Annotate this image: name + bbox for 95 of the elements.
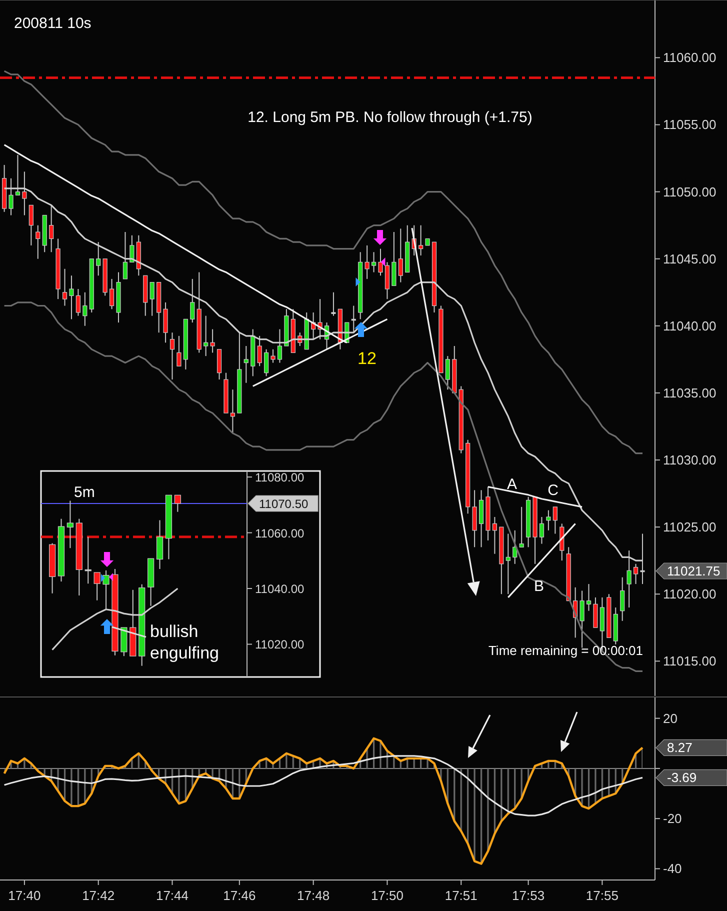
y-tick-label: 11080.00	[255, 470, 304, 485]
candlestick	[512, 530, 518, 564]
candlestick	[277, 328, 282, 364]
x-tick-label: 17:42	[82, 888, 115, 903]
text: 5m	[74, 484, 95, 501]
candlestick	[552, 506, 558, 534]
candlestick	[230, 389, 236, 434]
y-tick-label: -40	[663, 861, 682, 876]
y-tick-label: 11045.00	[663, 251, 716, 266]
candlestick	[28, 204, 34, 246]
y-tick-label: 11060.00	[663, 50, 716, 66]
candlestick	[264, 348, 269, 377]
candlestick	[472, 490, 477, 548]
candlestick	[257, 335, 262, 367]
candlestick	[163, 302, 168, 344]
candlestick	[82, 292, 88, 326]
text: 200811 10s	[14, 15, 92, 32]
candlestick	[216, 348, 222, 380]
candlestick	[150, 282, 154, 316]
candlestick	[593, 596, 598, 628]
candlestick	[633, 563, 638, 585]
line-series	[4, 755, 644, 816]
line-series	[4, 302, 644, 672]
x-tick-label: 17:46	[223, 888, 256, 903]
candlestick	[445, 356, 450, 390]
annotation: 12. Long 5m PB. No follow through (+1.75)	[248, 109, 532, 126]
candlestick	[506, 533, 510, 595]
candlestick	[156, 520, 164, 570]
line-series	[4, 70, 644, 454]
annotation: C	[548, 482, 559, 499]
candlestick	[371, 252, 376, 273]
data-label: 8.27	[667, 740, 692, 756]
y-tick-label: 11020.00	[663, 586, 716, 602]
candlestick	[170, 332, 175, 380]
y-tick-label: 11050.00	[663, 184, 716, 200]
candlestick	[478, 490, 484, 548]
candlestick	[392, 232, 396, 286]
candlestick	[331, 292, 336, 316]
candlestick	[176, 335, 182, 367]
y-tick-label: 11020.00	[255, 638, 304, 652]
candlestick	[539, 516, 544, 544]
candlestick	[384, 262, 390, 300]
candlestick	[36, 224, 40, 260]
candlestick	[418, 224, 424, 256]
annotation: A	[506, 476, 518, 493]
candlestick	[244, 345, 248, 384]
x-tick-label: 17:50	[370, 888, 404, 903]
candlestick	[560, 523, 564, 562]
candlestick	[519, 506, 524, 548]
annotation: B	[534, 578, 544, 595]
x-tick-label: 17:55	[586, 888, 618, 903]
y-tick-label: 11025.00	[663, 520, 716, 535]
line-series	[507, 522, 576, 598]
candlestick	[122, 232, 128, 280]
annotation: 12	[358, 349, 376, 368]
y-tick-label: 11040.00	[663, 318, 716, 334]
y-tick-label: 11040.00	[255, 582, 304, 596]
y-tick-label: -20	[663, 811, 682, 826]
candlestick	[620, 576, 625, 622]
x-tick-label: 17:51	[444, 888, 478, 903]
candlestick	[49, 204, 54, 253]
annotation: bullish engulfing	[150, 622, 220, 662]
x-tick-label: 17:40	[8, 888, 41, 903]
candlestick	[580, 590, 584, 648]
y-tick-label: 11015.00	[663, 654, 716, 669]
candlestick	[109, 278, 114, 310]
x-tick-label: 17:53	[512, 888, 545, 903]
y-tick-label: 20	[663, 710, 678, 726]
candlestick	[204, 315, 208, 357]
candlestick	[96, 242, 101, 276]
x-tick-label: 17:48	[297, 888, 330, 903]
y-tick-label: 11030.00	[663, 452, 716, 468]
text: 11021.75	[667, 564, 720, 578]
candlestick	[76, 288, 80, 316]
candlestick	[364, 244, 370, 280]
y-tick-label: 11035.00	[663, 385, 716, 400]
candlestick	[270, 348, 276, 364]
candlestick	[492, 516, 498, 554]
candlestick	[62, 268, 68, 306]
candlestick	[174, 494, 181, 512]
candlestick	[210, 328, 215, 354]
y-tick-label: 11055.00	[663, 117, 716, 132]
candlestick	[130, 234, 134, 263]
candlestick	[398, 228, 403, 283]
candlestick	[69, 275, 74, 320]
candlestick	[190, 278, 195, 324]
candlestick	[546, 510, 551, 531]
ref-line-label: 11070.50	[259, 496, 308, 511]
annotation: Time remaining = 00:00:01	[488, 643, 643, 658]
data-label: -3.69	[667, 770, 697, 786]
y-tick-label: 11060.00	[255, 526, 304, 540]
candlestick	[586, 584, 592, 612]
candlestick	[378, 248, 383, 276]
x-tick-label: 17:44	[156, 888, 189, 903]
candlestick	[66, 500, 74, 549]
